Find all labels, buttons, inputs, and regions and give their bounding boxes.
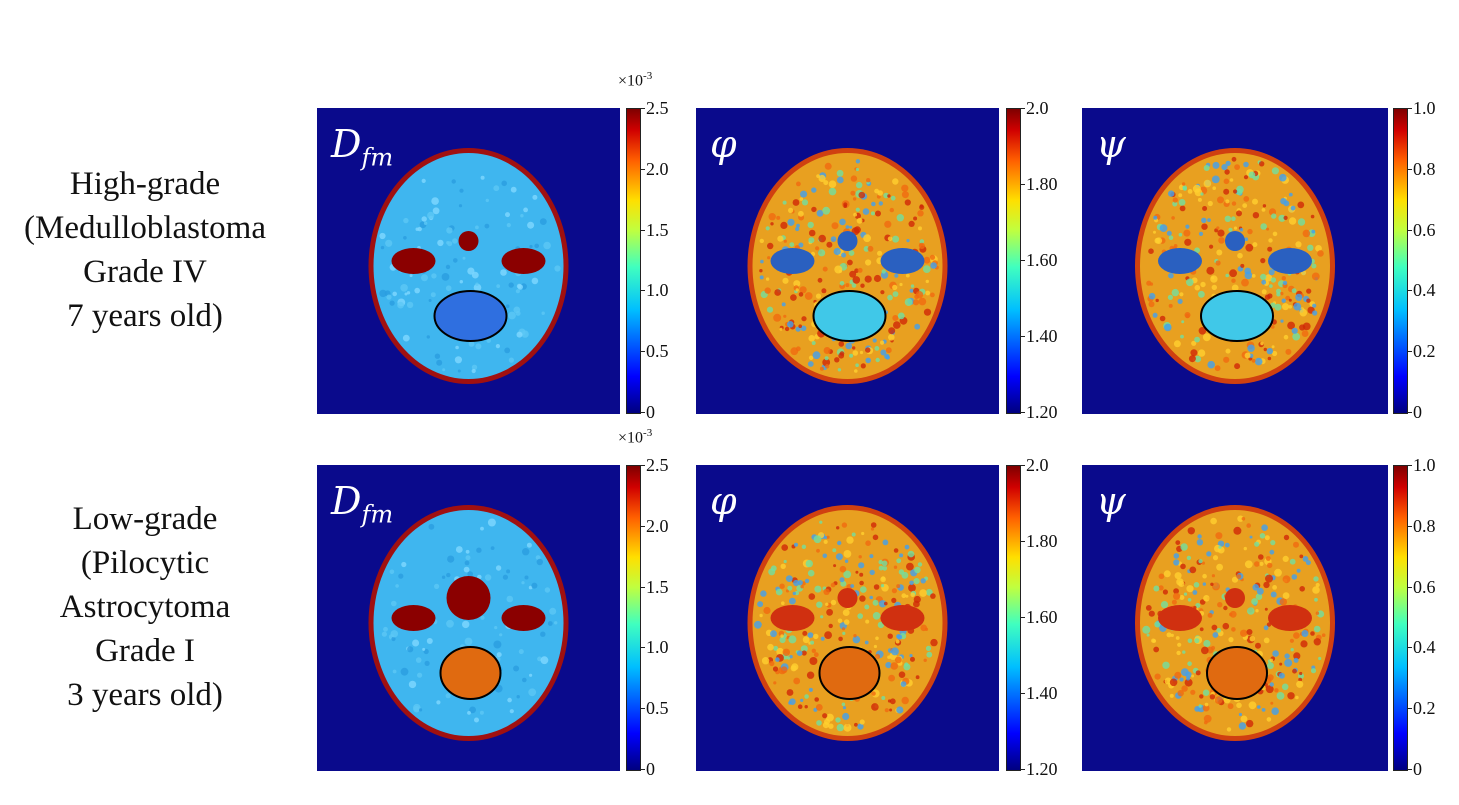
colorbar-tick-label: 2.0	[1026, 455, 1049, 475]
row-label-line: High-grade	[69, 166, 221, 202]
colorbar-tick-label: 0.5	[646, 341, 669, 362]
colorbar-tick-label: 0.2	[1413, 698, 1436, 719]
row-label-line: Astrocytoma	[59, 589, 231, 625]
colorbar-tick-label: 1.0	[646, 637, 669, 658]
tumor-outline	[1200, 290, 1274, 342]
row-label-line: (Medulloblastoma	[24, 210, 266, 246]
tumor-outline	[818, 646, 881, 700]
colorbar-tick-label: 0.2	[1413, 341, 1436, 362]
map-panel: Dfm	[317, 108, 620, 414]
brain-map	[747, 505, 948, 741]
colorbar-tick-label: 0.5	[646, 698, 669, 719]
colorbar-tick-label: 0.4	[1413, 637, 1436, 658]
colorbar-multiplier: ×10-3	[618, 427, 653, 447]
colorbar-tick-label: 0.4	[1413, 280, 1436, 301]
parameter-symbol: Dfm	[331, 122, 394, 172]
colorbar	[1393, 465, 1408, 771]
colorbar-tick-label: 1.0	[646, 280, 669, 301]
colorbar-tick-label: 0.6	[1413, 576, 1436, 597]
parameter-symbol: φ	[710, 122, 737, 166]
colorbar-tick-label: 2.5	[646, 455, 669, 475]
colorbar-tick-label: 1.40	[1026, 683, 1058, 703]
brain-map	[1135, 148, 1335, 384]
colorbar-tick-label: 1.60	[1026, 250, 1058, 270]
colorbar-multiplier: ×10-3	[618, 70, 653, 90]
colorbar-tick-label: 0	[646, 402, 655, 422]
tumor-outline	[439, 646, 502, 700]
colorbar-tick-label: 1.20	[1026, 759, 1058, 779]
tumor-outline	[812, 290, 887, 342]
row-label-line: Low-grade	[72, 501, 218, 537]
colorbar-tick-label: 2.5	[646, 98, 669, 118]
colorbar-tick-label: 1.5	[646, 219, 669, 240]
map-panel: φ	[696, 465, 999, 771]
row-label-line: Grade I	[95, 633, 195, 669]
tumor-outline	[433, 290, 508, 342]
colorbar-tick-label: 1.5	[646, 576, 669, 597]
colorbar-tick-label: 1.0	[1413, 98, 1436, 118]
row-label-low-grade: Low-grade (Pilocytic Astrocytoma Grade I 3 y…	[0, 497, 290, 717]
map-panel: ψ	[1082, 108, 1388, 414]
colorbar-tick-label: 0	[646, 759, 655, 779]
brain-map	[1135, 505, 1335, 741]
parameter-symbol: φ	[710, 479, 737, 523]
row-label-line: Grade IV	[83, 254, 207, 290]
row-label-line: 7 years old)	[67, 298, 223, 334]
brain-map	[747, 148, 948, 384]
brain-map	[368, 505, 569, 741]
brain-map	[368, 148, 569, 384]
colorbar-tick-label: 1.20	[1026, 402, 1058, 422]
tumor-outline	[1206, 646, 1268, 700]
parameter-symbol: Dfm	[331, 479, 394, 529]
parameter-symbol: ψ	[1096, 479, 1126, 523]
colorbar-tick-label: 1.60	[1026, 607, 1058, 627]
colorbar	[1006, 108, 1021, 414]
colorbar	[626, 108, 641, 414]
colorbar-tick-label: 1.80	[1026, 174, 1058, 194]
row-label-line: 3 years old)	[67, 677, 223, 713]
colorbar-tick-label: 2.0	[1026, 98, 1049, 118]
colorbar-tick-label: 2.0	[646, 158, 669, 179]
colorbar-tick-label: 0.6	[1413, 219, 1436, 240]
row-label-high-grade: High-grade (Medulloblastoma Grade IV 7 year…	[0, 162, 290, 338]
colorbar-tick-label: 0	[1413, 759, 1422, 779]
parameter-symbol: ψ	[1096, 122, 1126, 166]
map-panel: φ	[696, 108, 999, 414]
colorbar-tick-label: 1.80	[1026, 531, 1058, 551]
colorbar-tick-label: 1.40	[1026, 326, 1058, 346]
colorbar-tick-label: 0.8	[1413, 515, 1436, 536]
row-label-line: (Pilocytic	[80, 545, 210, 581]
map-panel: ψ	[1082, 465, 1388, 771]
colorbar	[626, 465, 641, 771]
colorbar-tick-label: 0.8	[1413, 158, 1436, 179]
colorbar-tick-label: 0	[1413, 402, 1422, 422]
colorbar-tick-label: 1.0	[1413, 455, 1436, 475]
map-panel: Dfm	[317, 465, 620, 771]
colorbar-tick-label: 2.0	[646, 515, 669, 536]
colorbar	[1006, 465, 1021, 771]
colorbar	[1393, 108, 1408, 414]
